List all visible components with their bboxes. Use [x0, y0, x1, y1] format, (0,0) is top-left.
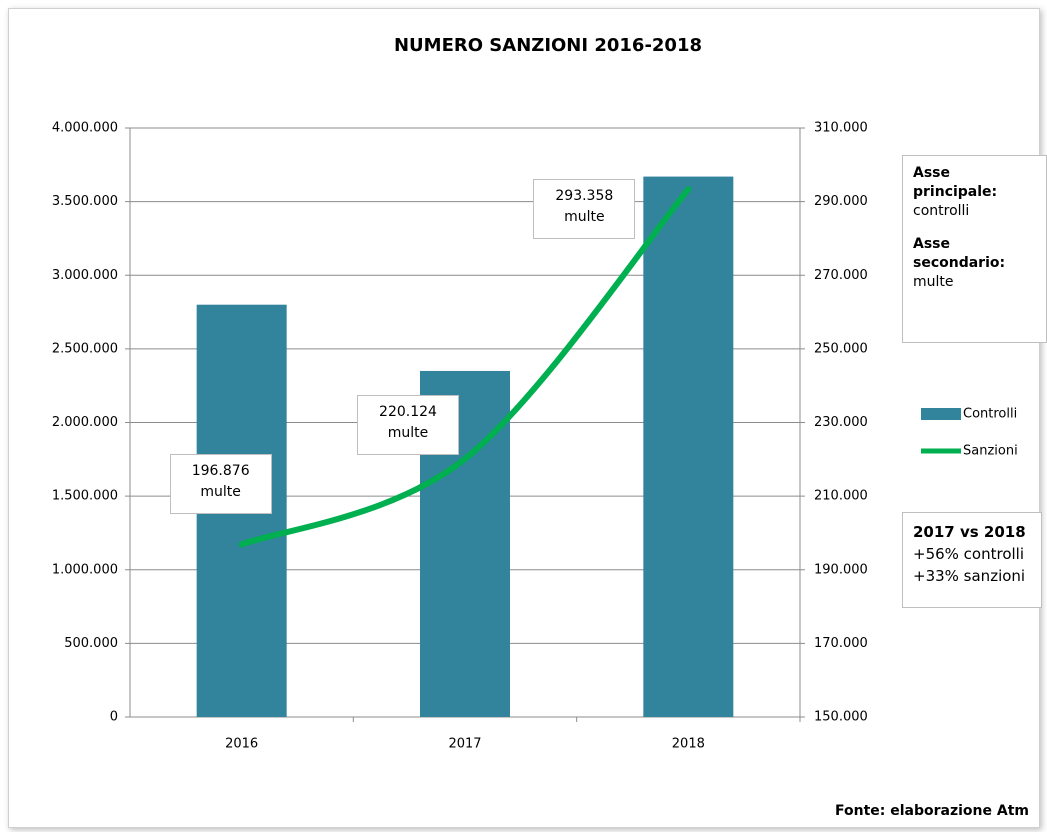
- data-label: 293.358 multe: [533, 179, 636, 240]
- y-tick-label: 3.000.000: [52, 268, 118, 283]
- y2-tick-label: 150.000: [814, 710, 868, 725]
- data-label: 220.124 multe: [357, 394, 459, 455]
- y2-tick-label: 170.000: [814, 636, 868, 651]
- y2-tick-label: 230.000: [814, 415, 868, 430]
- note-text: 2017 vs 2018: [913, 523, 1026, 541]
- y2-tick-label: 190.000: [814, 562, 868, 577]
- note-text: multe: [913, 274, 954, 290]
- bar: [643, 176, 734, 717]
- comparison-note: 2017 vs 2018 +56% controlli +33% sanzion…: [902, 512, 1042, 608]
- note-text: +33% sanzioni: [913, 567, 1026, 585]
- y-tick-label: 2.500.000: [52, 341, 118, 356]
- chart-frame: [8, 8, 1040, 828]
- axis-note: Asse principale: controlli Asse secondar…: [902, 155, 1047, 343]
- note-text: controlli: [913, 203, 970, 219]
- y-tick-label: 2.000.000: [52, 415, 118, 430]
- line: [238, 186, 692, 548]
- legend-label: Controlli: [963, 407, 1017, 422]
- legend-label: Sanzioni: [963, 444, 1018, 459]
- chart-title: NUMERO SANZIONI 2016-2018: [394, 35, 702, 56]
- note-text: +56% controlli: [913, 545, 1025, 563]
- x-tick-label: 2018: [672, 737, 705, 752]
- data-label: 196.876 multe: [169, 454, 272, 515]
- y-tick-label: 0: [110, 710, 118, 725]
- y-tick-label: 3.500.000: [52, 194, 118, 209]
- note-text: Asse principale:: [913, 165, 998, 200]
- note-text: Asse secondario:: [913, 236, 1006, 271]
- y-tick-label: 1.000.000: [52, 562, 118, 577]
- y2-tick-label: 250.000: [814, 341, 868, 356]
- y-tick-label: 1.500.000: [52, 489, 118, 504]
- x-tick-label: 2017: [448, 737, 481, 752]
- y-tick-label: 500.000: [64, 636, 118, 651]
- x-tick-label: 2016: [225, 737, 258, 752]
- y2-tick-label: 210.000: [814, 489, 868, 504]
- y-tick-label: 4.000.000: [52, 121, 118, 136]
- source: Fonte: elaborazione Atm: [835, 803, 1029, 819]
- y2-tick-label: 310.000: [814, 121, 868, 136]
- y2-tick-label: 270.000: [814, 268, 868, 283]
- y2-tick-label: 290.000: [814, 194, 868, 209]
- legend-swatch: [921, 408, 961, 420]
